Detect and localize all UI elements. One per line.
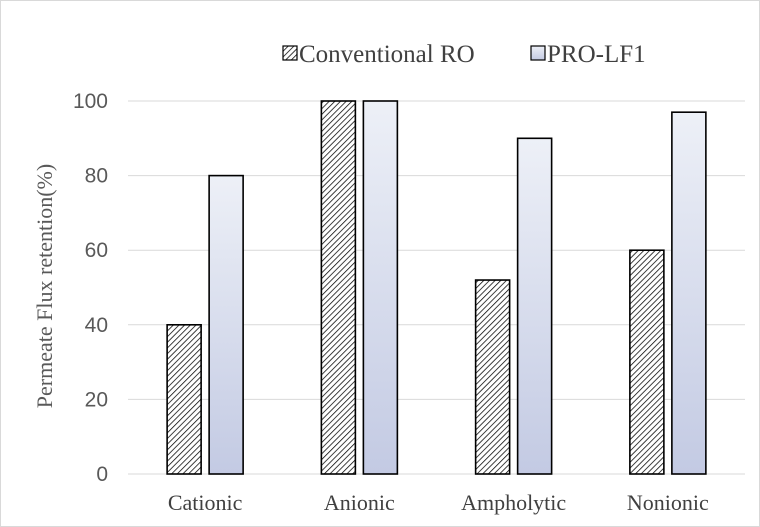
y-axis-label: Permeate Flux retention(%) [32,164,57,408]
legend-label-pro-lf1: PRO-LF1 [547,41,646,68]
legend-swatch-conventional-ro [282,45,298,61]
y-tick-labels: 0 20 40 60 80 100 [73,90,108,486]
bar-conventional-ro-ampholytic [474,279,511,475]
legend: Conventional RO PRO-LF1 [282,41,646,68]
x-tick-label: Cationic [168,490,243,515]
bar-conventional-ro-anionic [320,100,357,475]
legend-label-conventional-ro: Conventional RO [299,41,475,68]
bars [166,100,707,475]
x-tick-labels: Cationic Anionic Ampholytic Nonionic [168,490,709,515]
bar-pro-lf1-cationic [208,174,244,475]
bar-pro-lf1-nonionic [671,111,707,475]
x-tick-label: Anionic [324,490,395,515]
legend-swatch-pro-lf1 [530,45,546,61]
bar-conventional-ro-nonionic [629,249,665,475]
y-tick-label: 40 [85,314,108,337]
y-tick-label: 20 [85,388,108,411]
bar-conventional-ro-cationic [166,323,202,475]
x-tick-label: Nonionic [627,490,709,515]
y-tick-label: 60 [85,239,108,262]
y-tick-label: 80 [85,165,108,188]
y-tick-label: 100 [73,90,108,113]
bar-pro-lf1-anionic [362,100,399,475]
bar-pro-lf1-ampholytic [516,137,553,475]
x-tick-label: Ampholytic [461,490,566,515]
y-tick-label: 0 [96,463,108,486]
